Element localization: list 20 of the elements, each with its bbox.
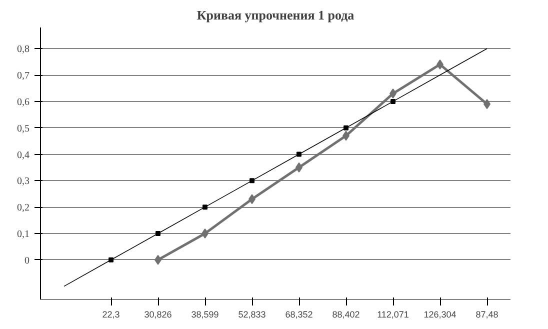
x-tick-label: 30,826: [144, 310, 172, 320]
x-tick-label: 87,48: [476, 310, 498, 320]
x-tick-label: 38,599: [191, 310, 219, 320]
y-tick-label: 0,1: [17, 228, 30, 240]
x-tick-label: 52,833: [238, 310, 266, 320]
x-tick-label: 126,304: [424, 310, 456, 320]
x-tick-label: 112,071: [377, 310, 409, 320]
x-tick-label: 22,3: [102, 310, 120, 320]
line-series: [64, 48, 488, 287]
y-tick-label: 0,5: [17, 123, 30, 134]
y-tick-label: 0: [24, 255, 30, 266]
chart-title: Кривая упрочнения 1 рода: [196, 8, 355, 22]
y-tick-label: 0,8: [17, 44, 30, 56]
y-tick-label: 0,6: [17, 96, 30, 108]
y-tick-label: 0,4: [17, 150, 30, 161]
x-tick-label: 68,352: [285, 310, 313, 320]
y-tick-label: 0,3: [17, 176, 30, 188]
y-tick-label: 0,2: [17, 202, 30, 214]
y-tick-label: 0,7: [17, 70, 30, 82]
x-tick-label: 88,402: [332, 310, 360, 320]
